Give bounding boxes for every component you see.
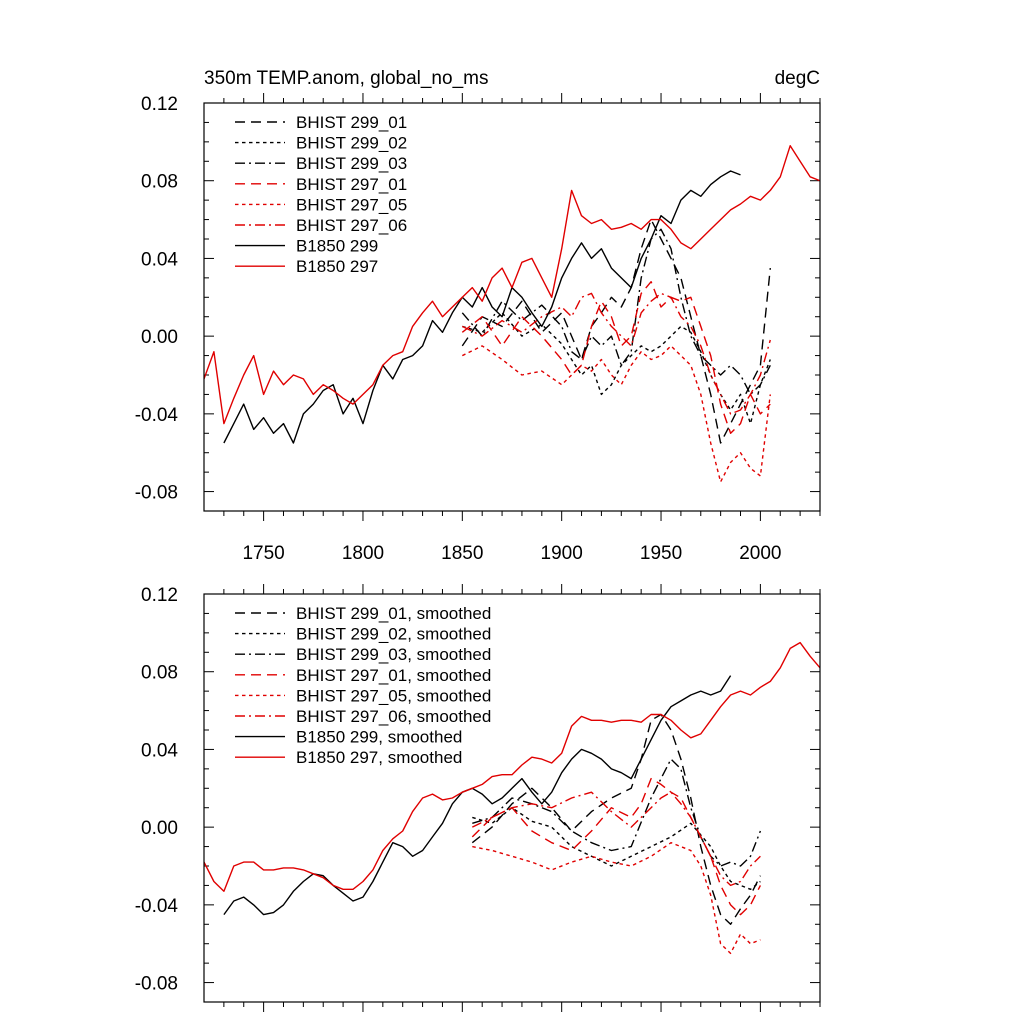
series-line-5 [472, 842, 761, 955]
legend-label: BHIST 299_01 [296, 113, 407, 132]
legend-label: BHIST 297_01 [296, 175, 407, 194]
legend-label: BHIST 297_05 [296, 195, 407, 214]
legend-label: B1850 299 [296, 237, 378, 256]
x-tick-label: 1900 [541, 543, 583, 564]
series-line-5 [461, 345, 771, 483]
bottom-legend: BHIST 299_01, smoothed BHIST 299_02, smoo… [235, 604, 491, 767]
y-tick-label: -0.04 [135, 405, 179, 426]
units-label: degC [775, 68, 820, 89]
series-line-6 [461, 292, 771, 415]
series-line-4 [461, 281, 771, 434]
y-tick-label: 0.04 [141, 249, 178, 270]
series-line-2 [472, 807, 761, 890]
y-tick-label: 0.00 [141, 327, 178, 348]
series-line-6 [471, 791, 761, 887]
legend-label: BHIST 299_02 [296, 134, 407, 153]
legend-label: BHIST 299_01, smoothed [296, 604, 491, 623]
bottom-series-lines [204, 641, 820, 955]
x-tick-label: 1950 [640, 543, 682, 564]
legend-label: BHIST 299_03, smoothed [296, 645, 491, 664]
bottom-y-tick-labels: -0.08 -0.04 0.00 0.04 0.08 0.12 [135, 585, 179, 995]
y-tick-label: -0.04 [135, 896, 179, 917]
bottom-panel: -0.08 -0.04 0.00 0.04 0.08 0.12 BHIST 299_01,… [135, 584, 821, 1012]
series-line-1 [461, 218, 771, 444]
top-x-tick-labels: 1750 1800 1850 1900 1950 2000 [242, 543, 781, 564]
series-line-8 [204, 145, 820, 425]
bottom-plot-frame [203, 593, 821, 1003]
y-tick-label: -0.08 [135, 483, 178, 504]
x-tick-label: 1750 [242, 543, 284, 564]
legend-label: BHIST 297_06 [296, 216, 407, 235]
chart-title: 350m TEMP.anom, global_no_ms [204, 68, 488, 89]
x-tick-label: 1850 [441, 543, 483, 564]
bottom-ticks [204, 584, 821, 1012]
y-tick-label: 0.00 [141, 818, 178, 839]
top-plot-frame [203, 102, 821, 512]
y-tick-label: -0.08 [135, 974, 178, 995]
series-line-8 [204, 641, 820, 892]
series-line-1 [471, 713, 762, 925]
x-tick-label: 1800 [342, 543, 384, 564]
x-tick-label: 2000 [739, 543, 781, 564]
legend-label: BHIST 297_01, smoothed [296, 666, 491, 685]
y-tick-label: 0.04 [141, 740, 178, 761]
series-line-3 [461, 228, 771, 396]
top-series-lines [204, 145, 820, 483]
y-tick-label: 0.08 [141, 172, 178, 193]
y-tick-label: 0.12 [141, 94, 178, 115]
legend-label: BHIST 297_05, smoothed [296, 686, 491, 705]
legend-label: BHIST 299_03 [296, 154, 407, 173]
y-tick-label: 0.12 [141, 585, 178, 606]
top-panel: -0.08-0.040.000.040.080.12 1750 1800 1850 1… [135, 93, 821, 564]
series-line-3 [472, 758, 762, 867]
series-line-4 [471, 777, 762, 916]
legend-label: B1850 299, smoothed [296, 728, 462, 747]
series-line-7 [223, 170, 741, 444]
y-tick-label: 0.08 [141, 663, 178, 684]
legend-label: BHIST 299_02, smoothed [296, 625, 491, 644]
legend-label: B1850 297 [296, 257, 378, 276]
series-line-2 [462, 312, 771, 425]
top-y-tick-labels: -0.08 -0.04 0.00 0.04 0.08 0.12 [135, 94, 179, 504]
legend-label: B1850 297, smoothed [296, 748, 462, 767]
legend-label: BHIST 297_06, smoothed [296, 707, 491, 726]
series-line-7 [223, 675, 732, 916]
